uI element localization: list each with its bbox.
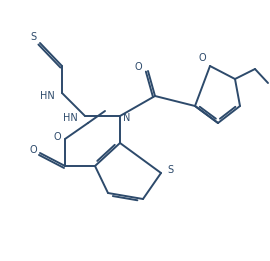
Text: O: O — [53, 132, 61, 142]
Text: O: O — [198, 53, 206, 63]
Text: O: O — [29, 145, 37, 155]
Text: S: S — [30, 32, 36, 42]
Text: N: N — [123, 113, 131, 123]
Text: HN: HN — [40, 91, 55, 101]
Text: HN: HN — [63, 113, 78, 123]
Text: S: S — [167, 165, 173, 175]
Text: O: O — [134, 62, 142, 72]
